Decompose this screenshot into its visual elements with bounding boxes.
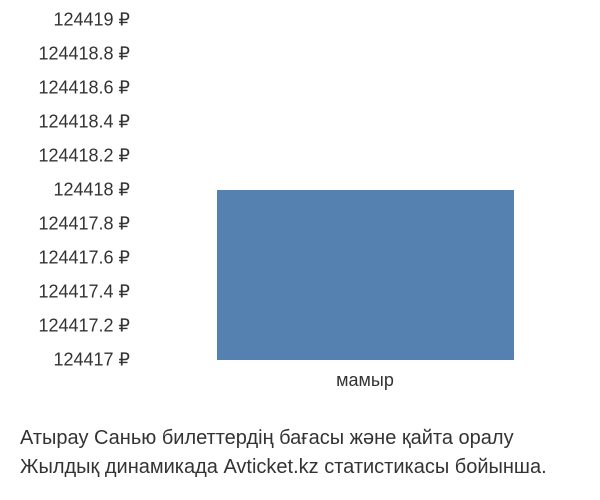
- y-tick: 124418.8 ₽: [0, 44, 130, 65]
- x-tick: мамыр: [336, 370, 394, 391]
- y-tick: 124419 ₽: [0, 10, 130, 31]
- y-tick: 124418 ₽: [0, 180, 130, 201]
- y-tick: 124418.6 ₽: [0, 78, 130, 99]
- y-tick: 124417 ₽: [0, 350, 130, 371]
- y-tick: 124417.2 ₽: [0, 316, 130, 337]
- chart-area: 124419 ₽ 124418.8 ₽ 124418.6 ₽ 124418.4 …: [0, 20, 600, 400]
- y-tick: 124417.8 ₽: [0, 214, 130, 235]
- y-tick: 124417.4 ₽: [0, 282, 130, 303]
- y-axis: 124419 ₽ 124418.8 ₽ 124418.6 ₽ 124418.4 …: [0, 20, 130, 360]
- chart-caption: Атырау Санью билеттердің бағасы және қай…: [20, 424, 590, 482]
- bar-мамыр: [217, 190, 514, 360]
- y-tick: 124418.2 ₽: [0, 146, 130, 167]
- x-axis: мамыр: [140, 370, 590, 400]
- plot-area: [140, 20, 590, 360]
- caption-line-2: Жылдық динамикада Avticket.kz статистика…: [20, 456, 547, 478]
- caption-line-1: Атырау Санью билеттердің бағасы және қай…: [20, 427, 514, 449]
- y-tick: 124418.4 ₽: [0, 112, 130, 133]
- y-tick: 124417.6 ₽: [0, 248, 130, 269]
